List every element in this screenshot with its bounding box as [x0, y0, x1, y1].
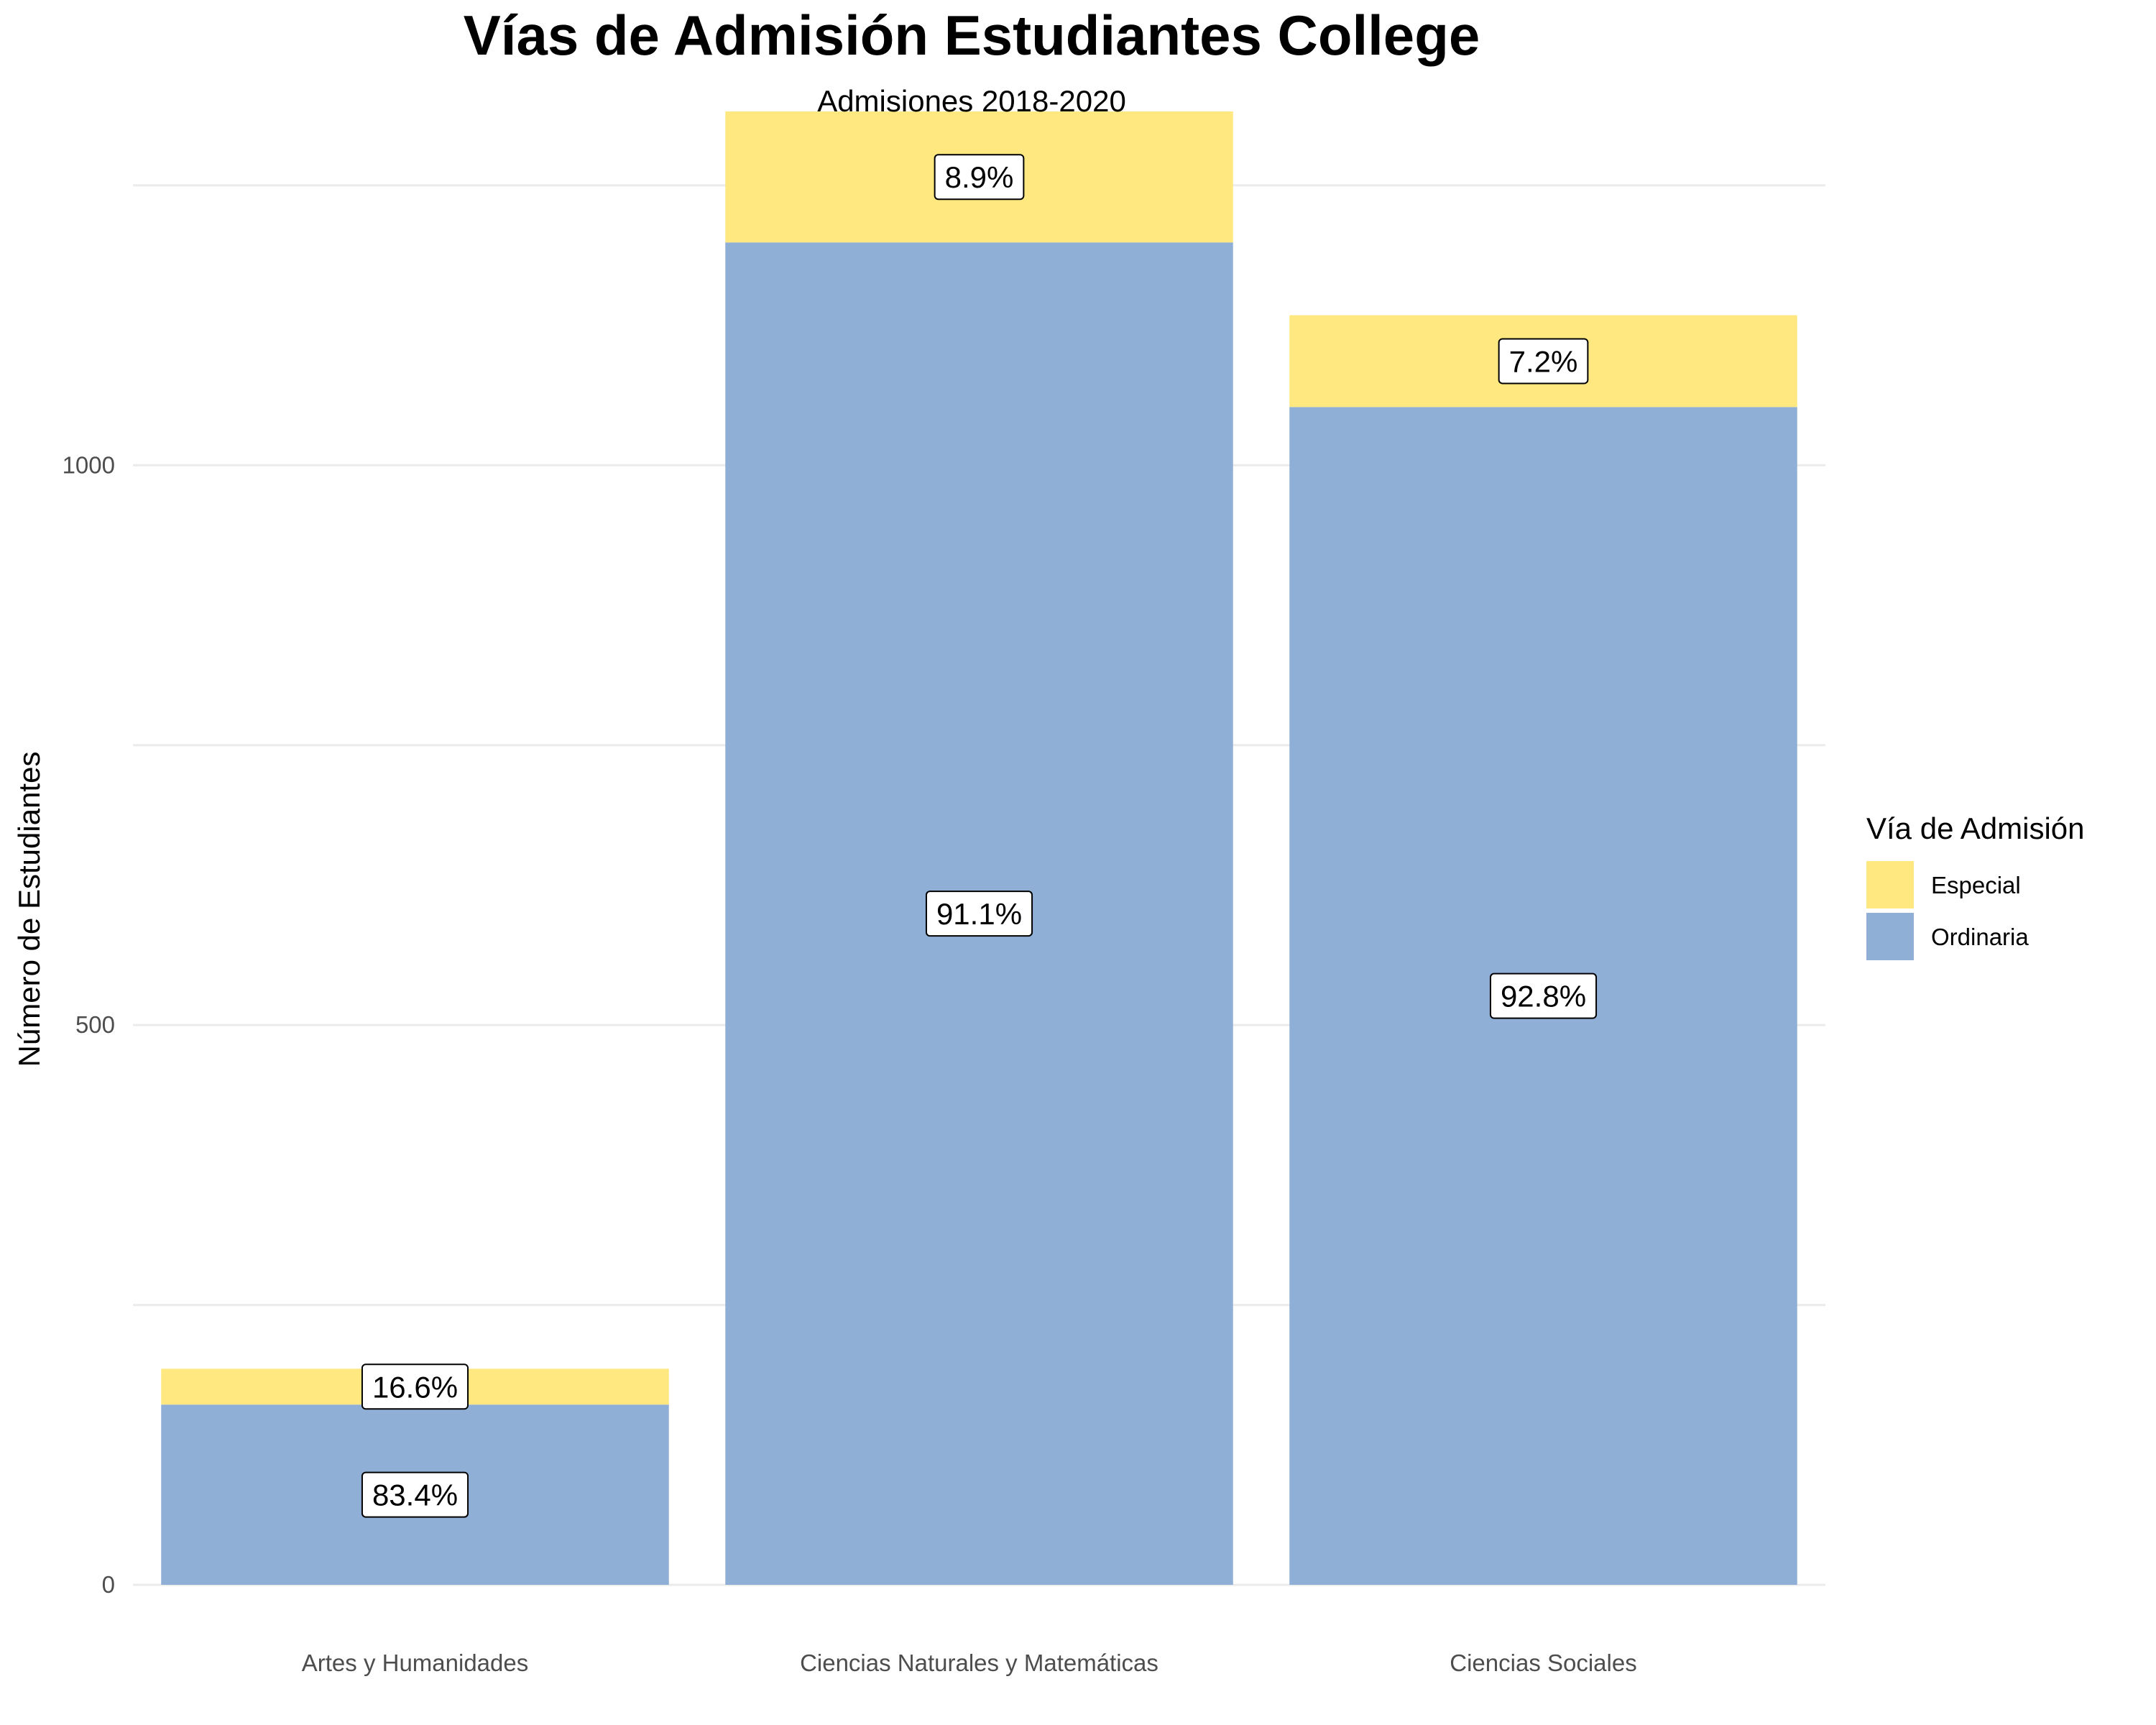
bar-label-text: 91.1%: [936, 897, 1022, 931]
bar-label-ordinaria: 83.4%: [361, 1471, 469, 1518]
bar-label-text: 7.2%: [1509, 344, 1578, 378]
chart-title: Vías de Admisión Estudiantes College: [464, 4, 1480, 67]
bar-label-box: [934, 154, 1025, 201]
bar-label-text: 83.4%: [372, 1478, 458, 1512]
bar-label-box: [1498, 338, 1589, 385]
bar-labels: 83.4% 16.6% 91.1% 8.9% 92.8% 7.2%: [361, 154, 1598, 1518]
legend-label-especial: Especial: [1931, 872, 2021, 898]
bar-label-box: [361, 1471, 469, 1518]
x-tick-label: Ciencias Naturales y Matemáticas: [800, 1650, 1158, 1676]
y-tick-label: 500: [75, 1011, 115, 1038]
bar-label-box: [1489, 972, 1598, 1019]
legend-label-ordinaria: Ordinaria: [1931, 924, 2029, 950]
legend: Vía de Admisión Especial Ordinaria: [1866, 811, 2085, 960]
x-tick-label: Ciencias Sociales: [1450, 1650, 1636, 1676]
bar-label-box: [925, 891, 1033, 937]
x-tick-label: Artes y Humanidades: [302, 1650, 528, 1676]
y-axis-title: Número de Estudiantes: [12, 752, 46, 1067]
legend-swatch-especial: [1866, 861, 1914, 908]
bar-label-especial: 8.9%: [934, 154, 1025, 201]
y-tick-label: 0: [102, 1571, 115, 1598]
bar-label-text: 16.6%: [372, 1370, 458, 1404]
legend-swatch-ordinaria: [1866, 913, 1914, 960]
bar-label-ordinaria: 91.1%: [925, 891, 1033, 937]
bar-label-text: 92.8%: [1501, 980, 1586, 1013]
chart-subtitle: Admisiones 2018-2020: [817, 84, 1126, 118]
y-tick-label: 1000: [63, 451, 115, 478]
bar-label-box: [361, 1363, 469, 1410]
bar-label-text: 8.9%: [945, 160, 1014, 194]
bar-label-especial: 7.2%: [1498, 338, 1589, 385]
axes: 0 500 1000 Artes y Humanidades Ciencias Natu…: [63, 451, 1637, 1676]
bar-label-especial: 16.6%: [361, 1363, 469, 1410]
legend-title: Vía de Admisión: [1866, 811, 2085, 845]
bar-label-ordinaria: 92.8%: [1489, 972, 1598, 1019]
